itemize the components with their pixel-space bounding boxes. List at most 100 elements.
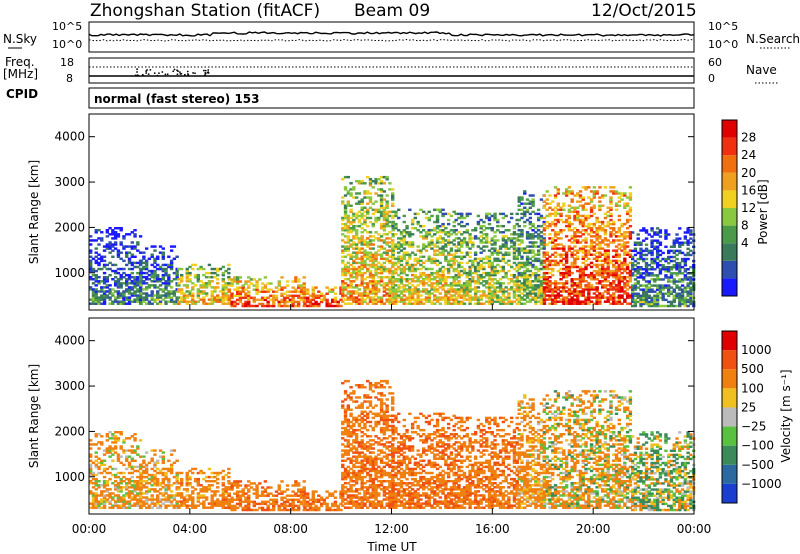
power-cell (653, 298, 657, 302)
power-cell (382, 208, 387, 212)
power-cell (498, 265, 503, 269)
power-cell (388, 296, 392, 299)
power-cell (405, 273, 409, 277)
nave-dot (164, 73, 167, 76)
power-cell (672, 243, 676, 246)
power-cell (636, 257, 640, 261)
power-cell (531, 210, 535, 214)
power-cell (476, 263, 481, 267)
velocity-cell (102, 502, 107, 505)
power-cell (606, 206, 610, 209)
power-cell (509, 280, 514, 283)
power-cell (196, 294, 201, 297)
power-cell (680, 302, 685, 306)
power-cell (562, 229, 566, 232)
power-cell (341, 286, 345, 289)
power-cell (446, 243, 451, 246)
power-cell (419, 249, 423, 252)
power-cell (592, 269, 597, 273)
power-cell (507, 247, 511, 250)
power-cell (391, 249, 395, 252)
power-cell (213, 275, 217, 279)
power-cell (388, 182, 392, 185)
velocity-cell (127, 494, 132, 497)
power-cell (125, 298, 129, 301)
power-cell (672, 259, 676, 263)
power-cell (625, 282, 630, 285)
velocity-cell (138, 502, 143, 505)
power-cell (592, 206, 597, 209)
power-cell (388, 214, 392, 218)
power-cell (111, 255, 115, 258)
power-cell (402, 229, 406, 232)
power-cell (517, 265, 521, 269)
power-cell (620, 239, 624, 242)
power-cell (573, 290, 577, 293)
power-cell (427, 284, 431, 287)
power-cell (341, 261, 345, 265)
power-cell (303, 288, 307, 291)
power-cell (438, 251, 443, 254)
power-cell (454, 269, 458, 273)
power-cell (390, 192, 395, 195)
power-cell (341, 269, 345, 273)
power-cell (485, 212, 489, 216)
power-cell (343, 288, 348, 291)
power-cell (182, 298, 187, 301)
power-cell (227, 294, 232, 298)
power-cell (91, 296, 96, 299)
power-cell (180, 280, 184, 283)
power-cell (100, 237, 104, 240)
power-cell (642, 296, 646, 300)
power-cell (573, 300, 577, 303)
power-cell (422, 271, 426, 275)
power-cell (589, 261, 594, 265)
power-cell (119, 296, 123, 299)
power-cell (642, 284, 646, 287)
power-cell (667, 255, 671, 259)
power-cell (399, 233, 404, 236)
power-cell (377, 261, 381, 265)
power-cell (363, 261, 367, 265)
power-cell (349, 296, 353, 299)
power-cell (410, 288, 415, 291)
power-cell (363, 251, 367, 254)
velocity-cell (156, 506, 160, 509)
power-cell (661, 251, 665, 255)
power-cell (457, 255, 461, 258)
power-cell (589, 278, 594, 281)
power-cell (402, 288, 406, 291)
y-tick-label: 1000 (54, 266, 85, 280)
power-cell (408, 231, 412, 234)
power-cell (368, 300, 373, 303)
power-cell (490, 278, 494, 281)
power-cell (614, 275, 619, 279)
power-cell (408, 296, 412, 299)
power-cell (512, 243, 517, 246)
power-cell (644, 263, 649, 267)
power-cell (457, 275, 461, 279)
power-cell (633, 278, 638, 281)
power-cell (424, 259, 429, 263)
velocity-cell (142, 502, 146, 505)
power-cell (498, 212, 503, 216)
power-cell (678, 292, 682, 295)
power-cell (551, 298, 555, 301)
power-cell (139, 284, 143, 287)
power-cell (462, 296, 467, 299)
power-cell (525, 286, 530, 289)
power-cell (457, 261, 461, 265)
velocity-cell (105, 500, 110, 503)
power-cell (647, 294, 651, 298)
power-cell (603, 290, 608, 293)
velocity-cell (161, 457, 165, 460)
power-cell (542, 282, 547, 285)
power-cell (578, 275, 583, 279)
power-cell (272, 304, 276, 308)
power-cell (363, 286, 367, 289)
power-cell (368, 288, 373, 291)
power-cell (368, 263, 373, 267)
power-cell (650, 257, 654, 261)
power-cell (116, 302, 121, 305)
power-cell (672, 280, 676, 283)
